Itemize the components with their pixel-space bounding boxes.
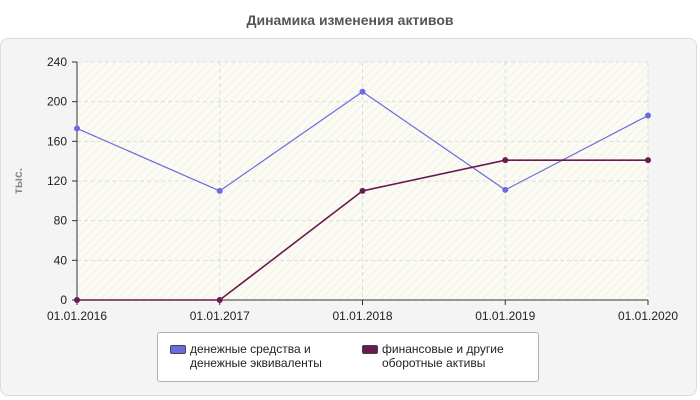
series-1-point bbox=[216, 297, 223, 303]
y-tick-label: 160 bbox=[47, 134, 67, 148]
x-tick-label: 01.01.2020 bbox=[618, 309, 678, 323]
x-tick-label: 01.01.2016 bbox=[47, 309, 107, 323]
x-tick-label: 01.01.2019 bbox=[475, 309, 535, 323]
legend-label-cash: денежные средства и денежные эквиваленты bbox=[190, 342, 340, 370]
y-tick-label: 200 bbox=[47, 95, 67, 109]
legend-label-financial: финансовые и другие оборотные активы bbox=[382, 342, 532, 370]
y-tick-label: 0 bbox=[60, 293, 67, 307]
grid-lines bbox=[77, 61, 649, 300]
series-1-point bbox=[74, 297, 80, 303]
y-tick-label: 120 bbox=[47, 174, 67, 188]
series-0-point bbox=[502, 186, 509, 193]
series-0-point bbox=[645, 112, 651, 119]
series-0-point bbox=[359, 88, 366, 95]
legend-swatch-financial bbox=[362, 345, 378, 354]
x-tick-label: 01.01.2018 bbox=[332, 309, 392, 323]
series-0-point bbox=[216, 187, 223, 194]
series-layer bbox=[74, 88, 651, 303]
y-axis-label: тыс. bbox=[11, 168, 25, 194]
series-1-point bbox=[502, 157, 509, 164]
series-1-point bbox=[645, 157, 651, 164]
series-0-point bbox=[74, 125, 80, 132]
y-tick-label: 40 bbox=[54, 253, 68, 267]
legend-item-cash[interactable]: денежные средства и денежные эквиваленты bbox=[170, 342, 340, 370]
series-1-point bbox=[359, 187, 366, 194]
legend-swatch-cash bbox=[170, 345, 186, 354]
chart-title: Динамика изменения активов bbox=[246, 12, 454, 28]
legend-label-cash-line2: денежные эквиваленты bbox=[190, 356, 322, 370]
y-tick-label: 80 bbox=[54, 214, 68, 228]
y-tick-label: 240 bbox=[47, 55, 67, 69]
legend-item-financial[interactable]: финансовые и другие оборотные активы bbox=[362, 342, 532, 370]
legend: денежные средства и денежные эквиваленты… bbox=[157, 332, 539, 382]
legend-label-financial-line2: оборотные активы bbox=[382, 356, 486, 370]
legend-label-financial-line1: финансовые и другие bbox=[382, 342, 504, 356]
legend-label-cash-line1: денежные средства и bbox=[190, 342, 311, 356]
x-tick-label: 01.01.2017 bbox=[190, 309, 250, 323]
tick-labels: 0 40 80 120 160 200 240 01.01.2016 01.01.2017 01.… bbox=[47, 55, 678, 323]
